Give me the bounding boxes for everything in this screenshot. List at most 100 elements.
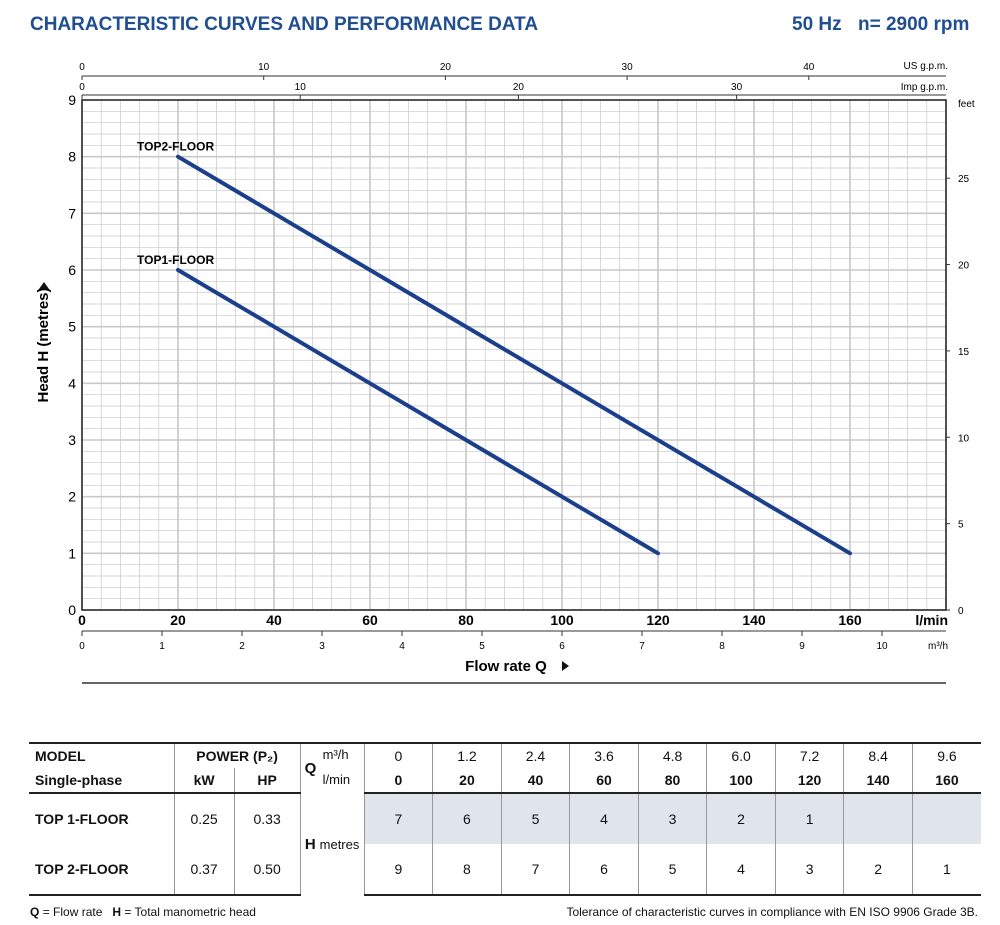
us-gpm-tick-label: 10 [258, 62, 270, 73]
lmin-value: 40 [500, 768, 570, 794]
hp-header: HP [233, 768, 301, 794]
table-row: TOP 2-FLOOR 0.37 0.50 9 8 7 6 5 4 3 2 1 [29, 844, 981, 896]
q-unit-cell: Q m³/h l/min [299, 742, 365, 793]
m3h-tick-label: 6 [559, 641, 565, 652]
plot-frame [81, 99, 947, 611]
kw-header: kW [173, 768, 235, 794]
series-label-top1-floor: TOP1-FLOOR [137, 253, 214, 267]
feet-tick-label: 15 [958, 347, 970, 358]
x-tick-label: 80 [458, 612, 474, 628]
tolerance-note: Tolerance of characteristic curves in co… [566, 905, 978, 919]
minor-grid [82, 100, 946, 610]
table-header-row-2: Single-phase kW HP 0 20 40 60 80 100 120… [29, 768, 981, 794]
m3h-unit-label: m³/h [928, 641, 948, 652]
x-tick-label: 140 [742, 612, 766, 628]
feet-tick-label: 0 [958, 606, 964, 617]
head-value: 2 [843, 844, 913, 896]
y-tick-label: 5 [68, 319, 76, 335]
q-letter: Q [304, 759, 317, 777]
y-tick-label: 7 [68, 205, 76, 221]
head-value: 8 [432, 844, 502, 896]
feet-unit-label: feet [958, 99, 975, 110]
q-footnote-def: = Flow rate [42, 905, 103, 919]
x-tick-label: 120 [646, 612, 670, 628]
h-letter: H [304, 835, 316, 853]
lmin-value: 20 [432, 768, 502, 794]
y-axis-arrow-icon [39, 282, 49, 289]
x-axis-arrow-icon [562, 661, 569, 671]
lmin-value: 120 [774, 768, 844, 794]
us-gpm-tick-label: 40 [803, 62, 815, 73]
m3h-value: 0 [363, 742, 433, 768]
x-tick-label: 0 [78, 612, 86, 628]
metres-label: metres [319, 836, 360, 852]
y-tick-label: 2 [68, 489, 76, 505]
y-tick-label: 6 [68, 262, 76, 278]
h-footnote-letter: H [112, 905, 122, 919]
us-gpm-unit-label: US g.p.m. [904, 61, 948, 72]
x-tick-label: 100 [550, 612, 574, 628]
m3h-tick-label: 2 [239, 641, 245, 652]
kw-value: 0.37 [173, 844, 235, 896]
model-header: MODEL [29, 742, 175, 768]
us-gpm-tick-label: 20 [440, 62, 452, 73]
table-row: TOP 1-FLOOR 0.25 0.33 H metres 7 6 5 4 3… [29, 793, 981, 895]
m3h-tick-label: 0 [79, 641, 85, 652]
feet-tick-label: 10 [958, 433, 970, 444]
lmin-value: 60 [569, 768, 639, 794]
m3h-value: 2.4 [500, 742, 570, 768]
imp-gpm-tick-label: 30 [731, 82, 743, 93]
feet-tick-label: 20 [958, 261, 970, 272]
m3h-tick-label: 4 [399, 641, 405, 652]
rpm-label: n= 2900 rpm [858, 14, 970, 35]
y-axis-title: Head H (metres) [35, 287, 52, 402]
imp-gpm-tick-label: 10 [295, 82, 307, 93]
x-unit-label: l/min [915, 612, 948, 628]
head-value: 9 [363, 844, 433, 896]
head-value: 3 [774, 844, 844, 896]
lmin-value: 100 [706, 768, 776, 794]
x-tick-label: 20 [170, 612, 186, 628]
head-value: 2 [706, 793, 776, 844]
head-value: 4 [569, 793, 639, 844]
model-name: TOP 2-FLOOR [29, 844, 175, 896]
imp-gpm-tick-label: 20 [513, 82, 525, 93]
series-line-top1-floor [176, 268, 660, 556]
x-tick-label: 40 [266, 612, 282, 628]
hp-value: 0.50 [233, 844, 301, 896]
lmin-value: 80 [637, 768, 707, 794]
m3h-value: 4.8 [637, 742, 707, 768]
y-tick-label: 1 [68, 545, 76, 561]
head-value [911, 793, 981, 844]
series-label-top2-floor: TOP2-FLOOR [137, 140, 214, 154]
m3h-unit-label: m³/h [322, 746, 349, 762]
y-tick-label: 9 [68, 92, 76, 108]
m3h-tick-label: 9 [799, 641, 805, 652]
q-footnote-letter: Q [30, 905, 40, 919]
feet-tick-label: 5 [958, 520, 964, 531]
m3h-value: 9.6 [911, 742, 981, 768]
m3h-value: 6.0 [706, 742, 776, 768]
y-tick-label: 3 [68, 432, 76, 448]
series-group: TOP1-FLOOR TOP2-FLOOR [137, 140, 852, 556]
m3h-value: 3.6 [569, 742, 639, 768]
lmin-value: 0 [363, 768, 433, 794]
head-value: 5 [500, 793, 570, 844]
head-value: 6 [432, 793, 502, 844]
m3h-tick-label: 10 [876, 641, 888, 652]
y-tick-label: 8 [68, 149, 76, 165]
y-tick-label: 4 [68, 375, 76, 391]
m3h-tick-label: 3 [319, 641, 325, 652]
page-title: CHARACTERISTIC CURVES AND PERFORMANCE DA… [30, 14, 539, 35]
head-value: 5 [637, 844, 707, 896]
feet-tick-label: 25 [958, 174, 970, 185]
m3h-tick-label: 8 [719, 641, 725, 652]
head-value: 3 [637, 793, 707, 844]
head-value: 7 [500, 844, 570, 896]
m3h-value: 1.2 [432, 742, 502, 768]
lmin-value: 140 [843, 768, 913, 794]
us-gpm-tick-label: 30 [622, 62, 634, 73]
head-value: 1 [911, 844, 981, 896]
x-tick-label: 60 [362, 612, 378, 628]
h-footnote-def: = Total manometric head [124, 905, 256, 919]
